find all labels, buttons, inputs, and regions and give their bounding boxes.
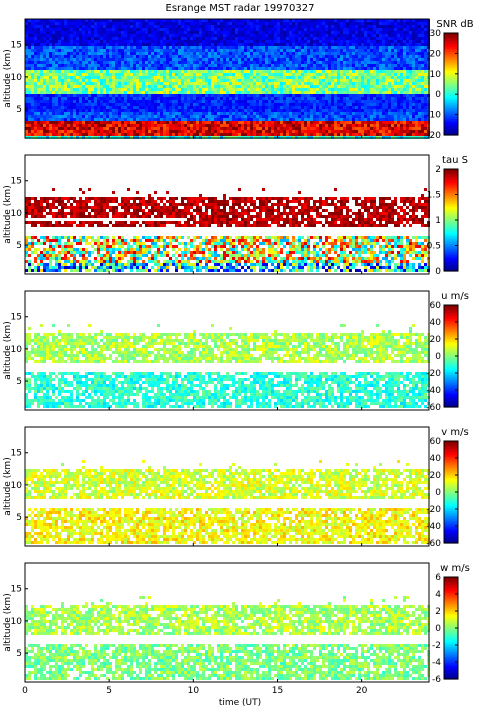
colorbar-tick-label-v-3: 0 (435, 488, 441, 498)
colorbar-tick-label-tau-3: 0.5 (427, 242, 441, 252)
colorbar-tick-label-snr-0: 30 (430, 29, 442, 39)
plot-frame-u (24, 290, 430, 411)
y-axis-label-w: altitude (km) (3, 593, 13, 651)
y-tick-label-tau-2: 15 (11, 177, 22, 187)
colorbar-tick-label-u-5: -40 (426, 386, 441, 396)
y-tick-label-u-1: 10 (11, 345, 23, 355)
colorbar-label-u: u m/s (441, 291, 469, 302)
colorbar-tick-label-w-5: -4 (432, 658, 441, 668)
colorbar-tick-label-v-5: -40 (426, 522, 441, 532)
colorbar-tick-label-snr-2: 10 (430, 70, 442, 80)
colorbar-tick-label-v-1: 40 (430, 454, 442, 464)
colorbar-tick-label-w-6: -6 (432, 675, 441, 685)
colorbar-label-tau: tau S (442, 155, 468, 166)
x-tick-label-0: 0 (22, 686, 28, 696)
colorbar-v: v m/s60 40 20 0 -20 -40 -60 (426, 427, 468, 549)
colorbar-tick-label-u-0: 60 (430, 301, 442, 311)
plot-frame-v (24, 426, 430, 547)
colorbar-tick-label-v-6: -60 (426, 539, 441, 549)
colorbar-tick-label-snr-5: -20 (426, 131, 441, 141)
colorbar-tau: tau S2 1.5 1 0.5 0 (427, 155, 468, 277)
y-tick-label-snr-0: 5 (16, 105, 22, 115)
colorbar-tick-label-u-4: -20 (426, 369, 441, 379)
x-tick-label-1: 5 (106, 686, 112, 696)
x-tick-label-3: 15 (272, 686, 283, 696)
y-tick-label-tau-1: 10 (11, 209, 23, 219)
x-axis-label: time (UT) (219, 698, 261, 708)
colorbar-tick-label-v-4: -20 (426, 505, 441, 515)
colorbar-tick-label-tau-4: 0 (435, 267, 441, 277)
colorbar-tick-label-snr-4: -10 (426, 111, 441, 121)
x-tick-label-4: 20 (356, 686, 368, 696)
heatmap-cells-snr (25, 19, 430, 139)
colorbar-label-w: w m/s (440, 563, 470, 574)
colorbar-label-snr: SNR dB (436, 19, 473, 30)
colorbar-tick-label-u-3: 0 (435, 352, 441, 362)
y-tick-label-w-2: 15 (11, 585, 22, 595)
colorbar-u: u m/s60 40 20 0 -20 -40 -60 (426, 291, 469, 413)
y-tick-label-u-2: 15 (11, 313, 22, 323)
colorbar-label-v: v m/s (441, 427, 468, 438)
colorbar-tick-label-w-0: 6 (435, 573, 441, 583)
y-axis-label-tau: altitude (km) (3, 185, 13, 243)
colorbar-tick-label-u-6: -60 (426, 403, 441, 413)
colorbar-tick-label-snr-1: 20 (430, 49, 442, 59)
colorbar-tick-label-v-2: 20 (430, 471, 442, 481)
y-axis-label-v: altitude (km) (3, 457, 13, 515)
plot-frame-tau (24, 154, 430, 275)
colorbar-w: w m/s6 4 2 0 -2 -4 -6 (432, 563, 470, 685)
colorbar-tick-label-w-1: 4 (435, 590, 441, 600)
colorbar-tick-label-snr-3: 0 (435, 90, 441, 100)
colorbar-tick-label-tau-2: 1 (435, 216, 441, 226)
y-tick-label-snr-2: 15 (11, 41, 22, 51)
colorbar-tick-label-w-4: -2 (432, 641, 441, 651)
plot-frame-snr (24, 18, 430, 139)
heatmap-cells-v (25, 460, 430, 544)
heatmap-cells-u (25, 324, 430, 408)
y-tick-label-v-1: 10 (11, 481, 23, 491)
colorbar-tick-label-w-2: 2 (435, 607, 441, 617)
colorbar-tick-label-tau-1: 1.5 (427, 191, 441, 201)
y-axis-label-snr: altitude (km) (3, 49, 13, 107)
heatmap-cells-tau (25, 188, 430, 272)
x-tick-label-2: 10 (188, 686, 200, 696)
figure-title: Esrange MST radar 19970327 (166, 3, 315, 14)
y-tick-label-snr-1: 10 (11, 73, 23, 83)
y-tick-label-u-0: 5 (16, 377, 22, 387)
y-tick-label-w-0: 5 (16, 649, 22, 659)
colorbar-tick-label-tau-0: 2 (435, 165, 441, 175)
y-tick-label-v-0: 5 (16, 513, 22, 523)
heatmap-cells-w (25, 596, 430, 680)
colorbar-frame-snr (443, 32, 459, 136)
colorbar-tick-label-u-2: 20 (430, 335, 442, 345)
y-axis-label-u: altitude (km) (3, 321, 13, 379)
y-tick-label-w-1: 10 (11, 617, 23, 627)
y-tick-label-v-2: 15 (11, 449, 22, 459)
y-tick-label-tau-0: 5 (16, 241, 22, 251)
colorbar-tick-label-w-3: 0 (435, 624, 441, 634)
plot-frame-w (24, 562, 430, 683)
colorbar-tick-label-v-0: 60 (430, 437, 442, 447)
colorbar-tick-label-u-1: 40 (430, 318, 442, 328)
